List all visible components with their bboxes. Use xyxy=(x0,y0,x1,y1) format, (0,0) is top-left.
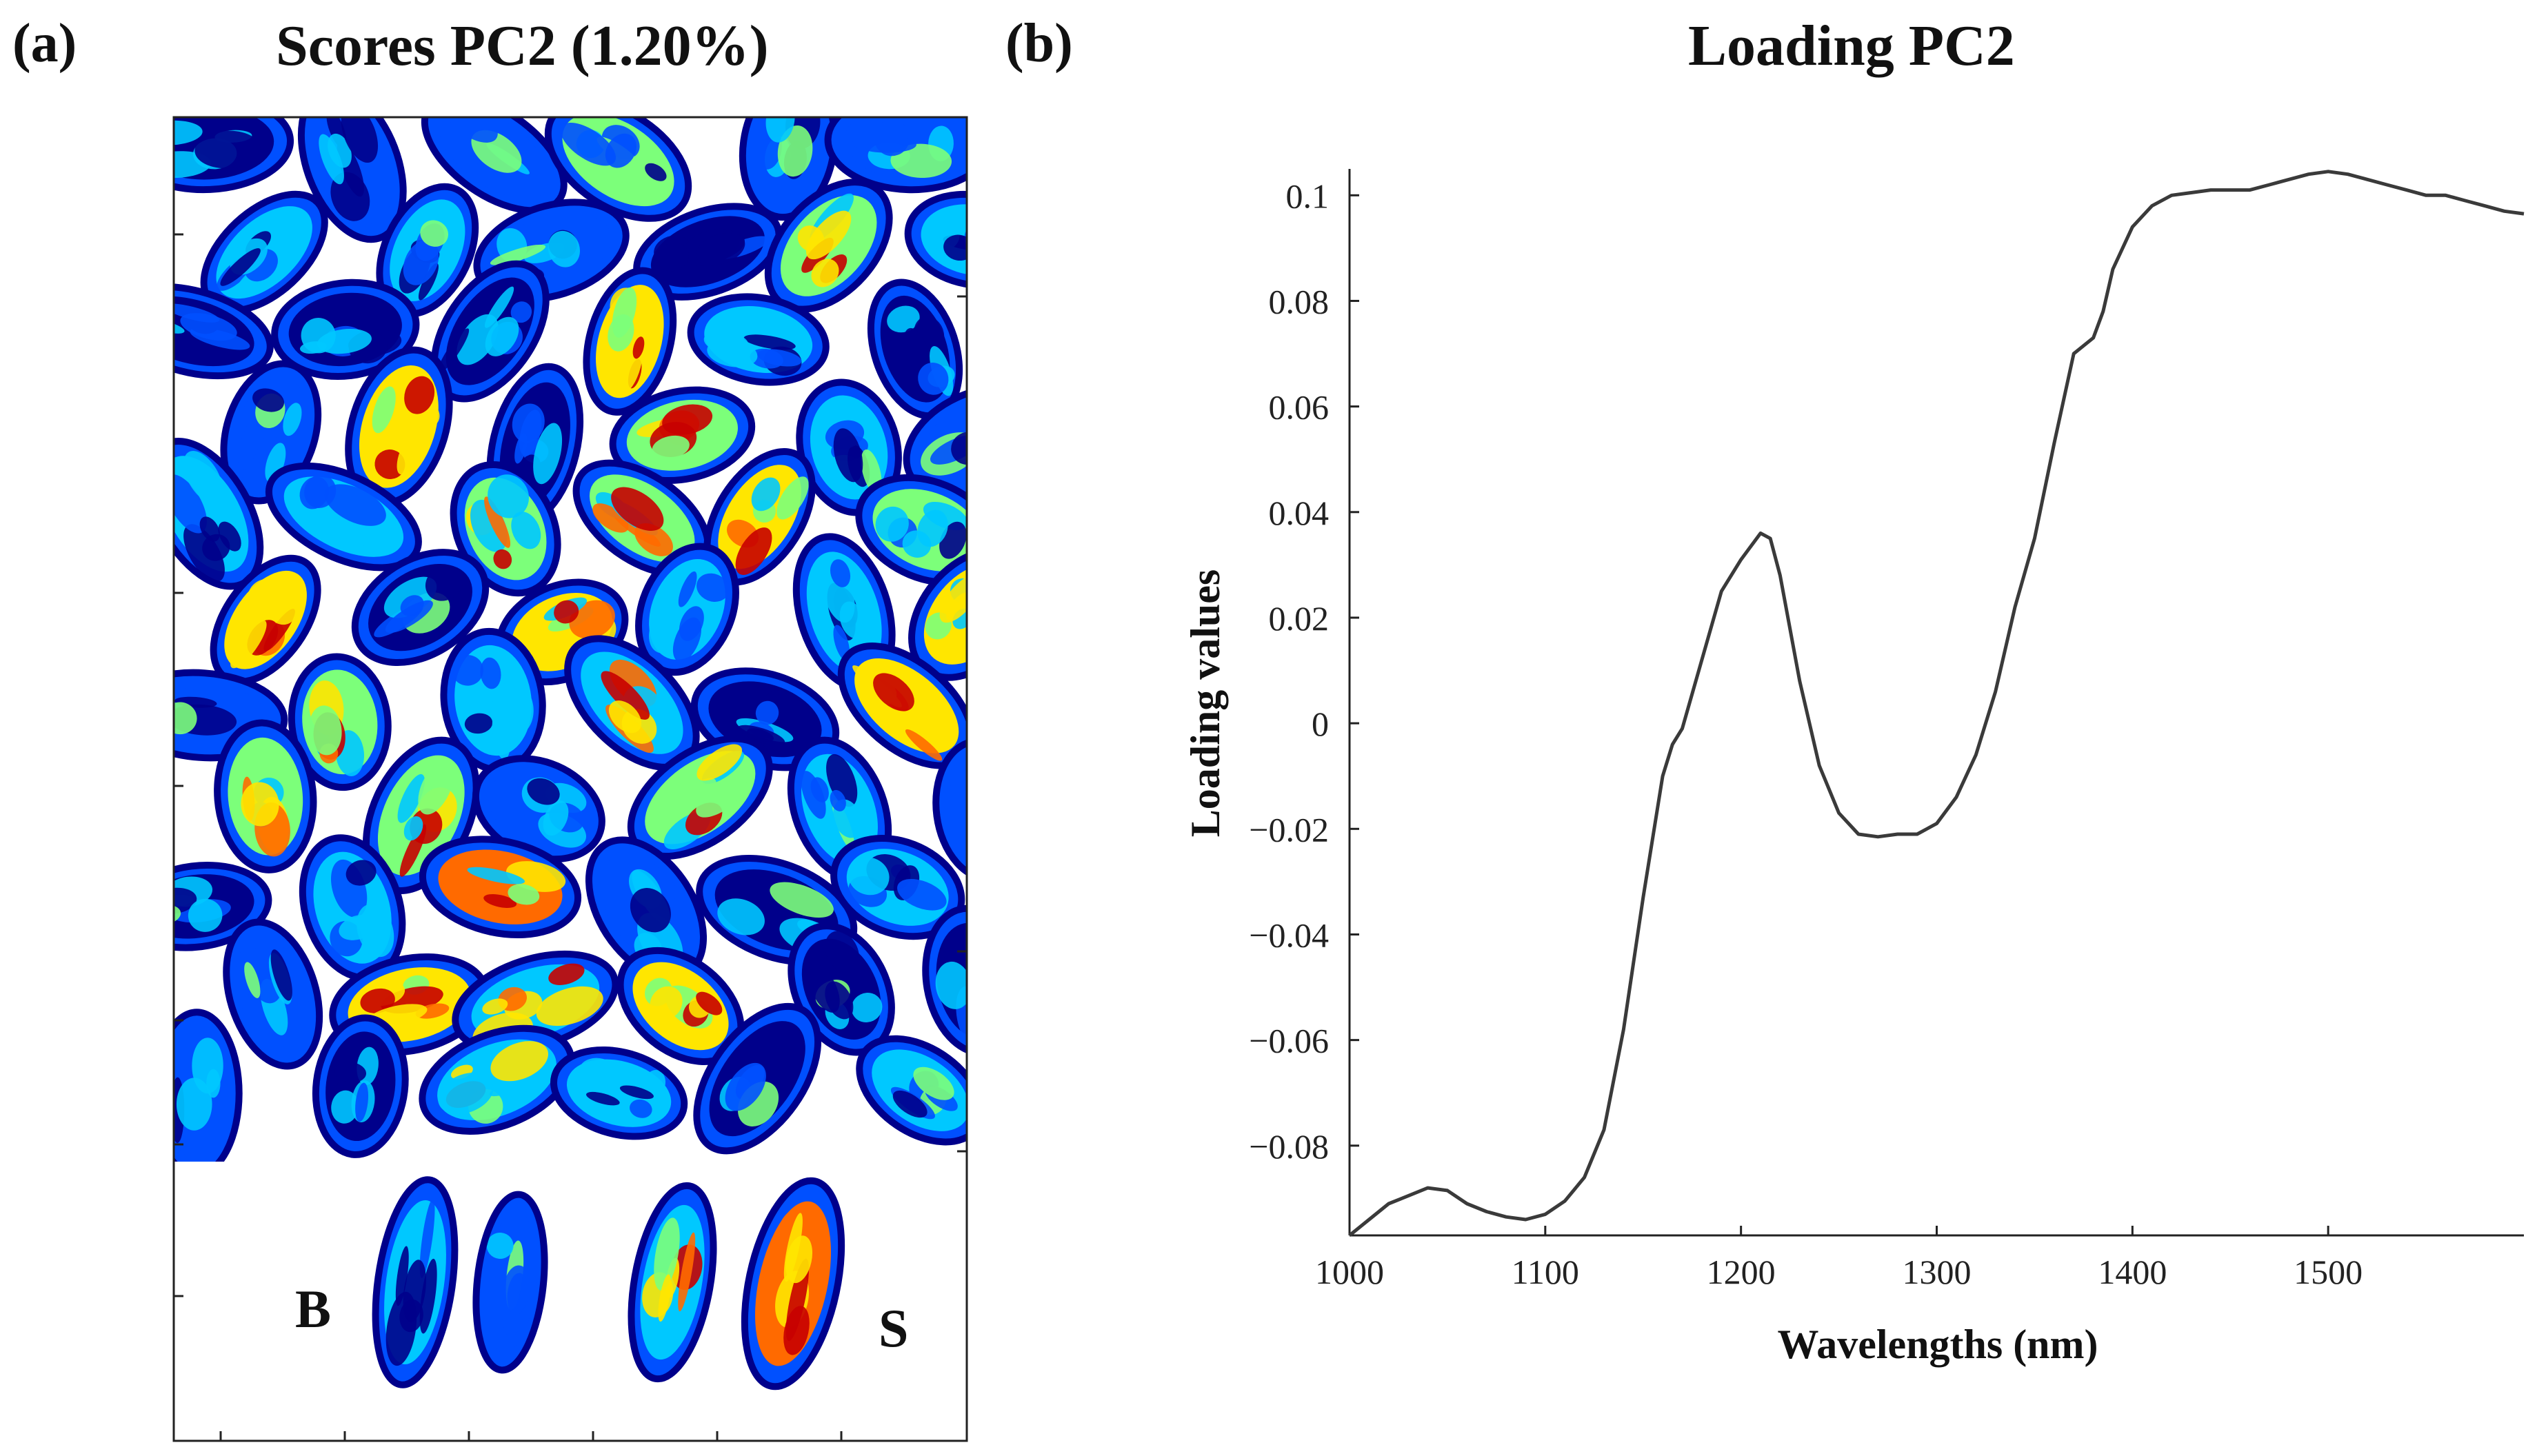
seed-kernel xyxy=(297,117,407,243)
seed-kernel xyxy=(174,283,274,380)
seed-kernel xyxy=(693,1002,822,1155)
x-tick-label: 1500 xyxy=(2294,1253,2363,1291)
seed-kernel xyxy=(299,834,406,982)
y-tick-label: 0.04 xyxy=(1269,494,1330,532)
seed-kernel xyxy=(855,474,967,587)
y-tick-label: 0.08 xyxy=(1269,282,1330,321)
series-line-pc2 xyxy=(1348,170,2525,1237)
seed-kernel xyxy=(628,1182,717,1383)
seed-kernel xyxy=(583,267,677,416)
seed-kernel xyxy=(633,203,783,301)
panel-b-label: (b) xyxy=(1005,13,1073,74)
loading-chart: 0.1 0.08 0.06 0.04 0.02 0 −0.02 −0.04 −0.06 −0.08… xyxy=(1183,169,2525,1367)
seed-kernel xyxy=(174,861,272,951)
seed-kernel xyxy=(473,199,630,303)
seed-kernel xyxy=(739,117,839,221)
seed-kernel xyxy=(223,918,323,1070)
seed-kernel xyxy=(312,1014,409,1158)
seed-kernel xyxy=(430,260,550,403)
x-tick-label: 1300 xyxy=(1903,1253,1972,1291)
seed-kernel xyxy=(922,904,967,1057)
score-image: B S xyxy=(172,116,968,1442)
x-tick-label: 1100 xyxy=(1512,1253,1579,1291)
y-tick-label: 0 xyxy=(1312,705,1329,743)
seed-kernel xyxy=(450,461,561,597)
y-tick-label: −0.04 xyxy=(1249,916,1329,954)
sample-label-s: S xyxy=(879,1298,908,1358)
seed-kernel xyxy=(830,835,965,940)
seed-kernel xyxy=(609,386,756,485)
seed-kernel xyxy=(932,737,967,882)
seed-kernel xyxy=(440,627,546,774)
seed-kernel xyxy=(419,836,582,939)
panel-a-title: Scores PC2 (1.20%) xyxy=(276,14,769,78)
x-tick-label: 1200 xyxy=(1707,1253,1776,1291)
seed-kernel xyxy=(787,736,892,882)
y-tick-label: 0.06 xyxy=(1269,388,1330,427)
seed-kernel xyxy=(376,183,479,318)
seed-kernel xyxy=(572,459,712,578)
y-tick-label: 0.02 xyxy=(1269,599,1330,638)
x-tick-label: 1400 xyxy=(2098,1253,2167,1291)
seed-kernel xyxy=(564,635,700,771)
x-axis-title: Wavelengths (nm) xyxy=(1778,1322,2098,1367)
y-tick-label: −0.08 xyxy=(1249,1127,1329,1166)
seed-kernel xyxy=(351,549,490,667)
seed-kernel xyxy=(271,279,420,381)
seed-kernel xyxy=(687,293,830,386)
y-tick-label: 0.1 xyxy=(1286,176,1330,215)
seed-kernel xyxy=(703,448,816,586)
chart-title: Loading PC2 xyxy=(1688,14,2015,78)
y-axis-title: Loading values xyxy=(1183,569,1228,837)
seed-kernel xyxy=(472,1191,548,1374)
seed-kernel xyxy=(472,755,605,863)
seed-kernel xyxy=(550,1046,688,1140)
seed-kernel xyxy=(174,117,294,194)
seed-kernel xyxy=(616,947,745,1065)
seed-kernel xyxy=(174,1009,243,1162)
seed-kernel xyxy=(174,438,264,590)
seed-kernel xyxy=(741,1177,845,1391)
seed-kernel xyxy=(372,1176,459,1388)
seed-kernel xyxy=(421,117,568,214)
seed-kernel xyxy=(214,719,317,873)
y-tick-label: −0.02 xyxy=(1249,810,1329,849)
seed-kernel xyxy=(867,279,963,420)
seed-kernel xyxy=(764,179,893,313)
panel-a-label: (a) xyxy=(12,13,77,74)
seed-kernel xyxy=(345,346,453,507)
score-image-frame xyxy=(172,116,968,1442)
seed-kernel xyxy=(288,653,392,791)
sample-label-b: B xyxy=(295,1279,331,1339)
seed-kernel xyxy=(419,1024,575,1135)
seed-kernel xyxy=(544,117,692,222)
y-tick-label: −0.06 xyxy=(1249,1022,1329,1060)
seed-kernel xyxy=(627,735,773,860)
x-tick-label: 1000 xyxy=(1315,1253,1384,1291)
seed-kernel xyxy=(856,1035,967,1146)
seed-kernel xyxy=(265,462,422,572)
